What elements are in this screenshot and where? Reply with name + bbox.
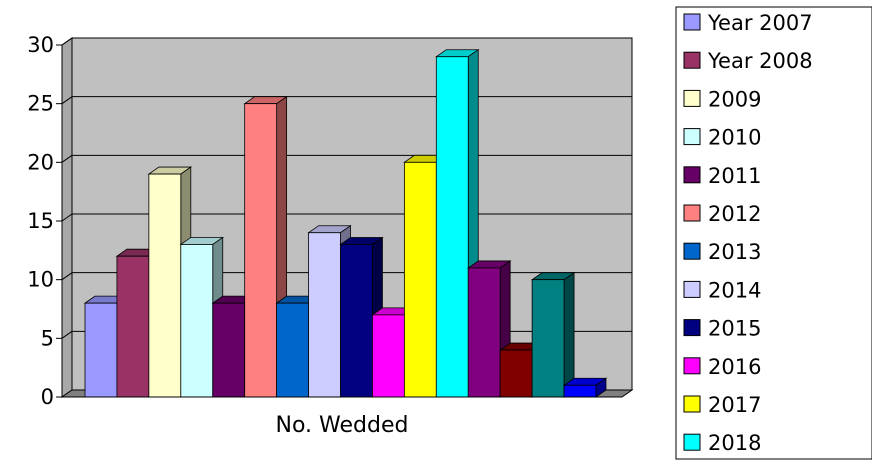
legend-label: 2016	[708, 355, 761, 379]
legend-label: Year 2008	[707, 49, 813, 73]
legend-swatch	[683, 433, 701, 451]
legend-label: 2018	[708, 431, 761, 455]
y-tick-label: 20	[27, 150, 54, 174]
y-tick-label: 15	[27, 209, 54, 233]
y-tick-label: 30	[27, 33, 54, 57]
legend-label: 2009	[708, 87, 761, 111]
legend-item: 2017	[683, 393, 761, 417]
legend-label: 2013	[708, 240, 761, 264]
bar-front	[244, 103, 278, 398]
gridline-side	[61, 272, 73, 281]
legend-label: 2010	[708, 126, 761, 150]
bar-front	[372, 314, 405, 398]
legend-label: Year 2007	[707, 11, 813, 35]
bar-front	[84, 302, 118, 398]
legend-swatch	[683, 13, 701, 31]
legend-item: 2016	[683, 355, 761, 379]
gridline-side	[61, 37, 73, 46]
legend-item: 2013	[683, 240, 761, 264]
legend: Year 2007 Year 2008 2009 2010 2011 2012 2013 20…	[675, 6, 872, 460]
legend-swatch	[683, 204, 701, 222]
legend-box	[675, 6, 872, 460]
legend-item: 2012	[683, 202, 761, 226]
x-category-label: No. Wedded	[276, 413, 409, 438]
gridline-side	[61, 330, 73, 339]
y-tick-label: 25	[27, 92, 54, 116]
bar-front	[499, 349, 533, 398]
legend-label: 2012	[708, 202, 761, 226]
legend-swatch	[683, 128, 701, 146]
legend-item: Year 2007	[683, 11, 813, 35]
bar-front	[467, 267, 501, 398]
bar-front	[563, 384, 597, 398]
legend-label: 2011	[708, 164, 761, 188]
legend-swatch	[683, 319, 701, 337]
bar-front	[212, 302, 246, 398]
legend-label: 2017	[708, 393, 761, 417]
legend-swatch	[683, 242, 701, 260]
gridline-side	[61, 96, 73, 105]
legend-item: 2010	[683, 126, 761, 150]
legend-swatch	[683, 51, 701, 69]
bar-2021	[530, 271, 576, 398]
bar-front	[435, 56, 469, 398]
y-tick-label: 10	[27, 268, 54, 292]
bar-front	[340, 244, 373, 398]
legend-item: 2011	[683, 164, 761, 188]
legend-label: 2014	[708, 278, 761, 302]
bar-front	[180, 244, 214, 398]
legend-swatch	[683, 357, 701, 375]
bar-front	[148, 173, 182, 398]
legend-label: 2015	[708, 317, 761, 341]
bar-front	[308, 232, 341, 398]
bar-front	[531, 279, 565, 398]
y-axis: 0 5 10 15 20 25 30	[27, 33, 622, 409]
legend-item: Year 2008	[683, 49, 813, 73]
legend-swatch	[683, 166, 701, 184]
legend-item: 2018	[683, 431, 761, 455]
legend-swatch	[683, 89, 701, 107]
legend-swatch	[683, 395, 701, 413]
legend-item: 2015	[683, 317, 761, 341]
y-tick-label: 5	[41, 326, 54, 350]
bar-front	[116, 255, 150, 398]
bar-front	[276, 302, 309, 398]
gridline-side	[61, 154, 73, 163]
bar-side	[563, 271, 575, 398]
y-tick-label: 0	[41, 385, 54, 409]
bar-series-group	[83, 48, 608, 398]
legend-item: 2014	[683, 278, 761, 302]
bar-2022	[562, 377, 608, 398]
bar-front	[403, 161, 437, 398]
legend-swatch	[683, 280, 701, 298]
gridline-side	[61, 213, 73, 222]
legend-item: 2009	[683, 87, 761, 111]
